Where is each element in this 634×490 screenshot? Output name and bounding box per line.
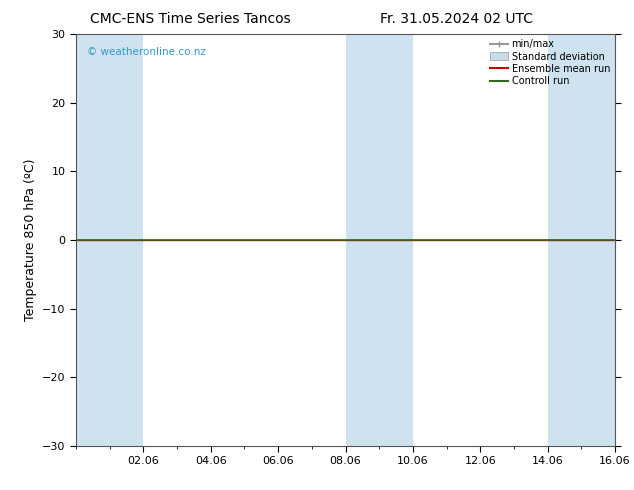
Bar (76, 34, 143, 446)
Text: Fr. 31.05.2024 02 UTC: Fr. 31.05.2024 02 UTC (380, 12, 533, 26)
Y-axis label: Temperature 850 hPa (ºC): Temperature 850 hPa (ºC) (23, 159, 37, 321)
Text: © weatheronline.co.nz: © weatheronline.co.nz (87, 47, 205, 57)
Legend: min/max, Standard deviation, Ensemble mean run, Controll run: min/max, Standard deviation, Ensemble me… (488, 36, 613, 89)
Bar (548, 34, 615, 446)
Text: CMC-ENS Time Series Tancos: CMC-ENS Time Series Tancos (90, 12, 290, 26)
Bar (346, 34, 413, 446)
